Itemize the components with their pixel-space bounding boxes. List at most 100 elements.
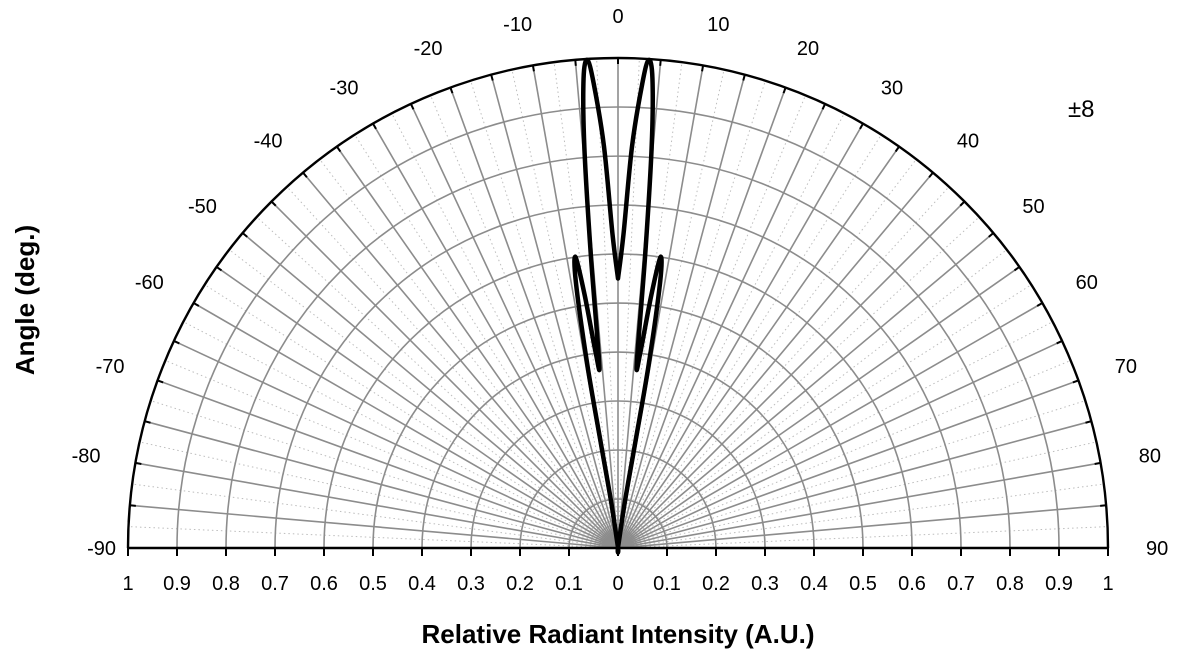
radial-ring-gridline — [323, 253, 913, 549]
radial-tick-label: 0.4 — [408, 573, 436, 595]
radial-tick-label: 0.5 — [359, 573, 387, 595]
angle-tick-label: 80 — [1139, 446, 1161, 468]
outer-tick-mark — [241, 232, 248, 238]
angle-tick-label: 10 — [707, 14, 729, 36]
angle-tick-label: -30 — [330, 77, 359, 99]
radial-tick-label: 0.8 — [996, 573, 1024, 595]
minor-radial-gridline — [617, 113, 845, 549]
minor-radial-gridline — [596, 58, 619, 549]
outer-tick-mark — [821, 103, 826, 110]
outer-tick-mark — [1085, 420, 1092, 424]
radial-tick-label: 0.3 — [457, 573, 485, 595]
minor-radial-gridline — [204, 284, 619, 549]
radiation-pattern-line — [572, 57, 664, 555]
radial-ring-gridline — [274, 204, 962, 549]
outer-tick-mark — [1013, 266, 1020, 272]
minor-radial-gridline — [617, 216, 980, 549]
minor-radial-gridline — [128, 526, 619, 549]
outer-tick-mark — [959, 200, 966, 207]
minor-radial-gridline — [617, 80, 766, 549]
angle-tick-label: -20 — [414, 38, 443, 60]
radial-tick-label: 0.9 — [163, 573, 191, 595]
grid-layer — [128, 58, 1108, 549]
outer-tick-mark — [701, 65, 705, 72]
outer-tick-mark — [1056, 340, 1063, 345]
angle-tick-label: 40 — [957, 130, 979, 152]
outer-tick-mark — [410, 103, 415, 110]
outer-tick-mark — [742, 74, 746, 81]
outer-tick-mark — [157, 379, 164, 384]
minor-radial-gridline — [617, 69, 725, 549]
radial-tick-label: 1 — [1102, 573, 1113, 595]
minor-radial-gridline — [617, 58, 640, 549]
outer-tick-mark — [928, 171, 934, 178]
radial-tick-label: 0.5 — [849, 573, 877, 595]
outer-tick-mark — [336, 146, 342, 153]
angle-tick-label: 60 — [1076, 272, 1098, 294]
outer-tick-mark — [782, 87, 787, 94]
radial-tick-label: 0.2 — [702, 573, 730, 595]
radial-tick-label: 0.8 — [212, 573, 240, 595]
outer-tick-mark — [859, 123, 864, 130]
outer-tick-mark — [988, 232, 995, 238]
angle-tick-label: 0 — [612, 6, 623, 28]
outer-tick-mark — [490, 74, 494, 81]
minor-radial-gridline — [617, 95, 806, 549]
outer-tick-mark — [659, 59, 662, 66]
outer-tick-mark — [894, 146, 900, 153]
outer-tick-mark — [135, 461, 142, 465]
radial-tick-label: 0.9 — [1045, 573, 1073, 595]
radial-tick-label: 0.4 — [800, 573, 828, 595]
radial-tick-label: 0.7 — [947, 573, 975, 595]
radial-tick-label: 0.6 — [898, 573, 926, 595]
radial-tick-label: 0.1 — [653, 573, 681, 595]
minor-radial-gridline — [617, 321, 1053, 549]
radial-tick-label: 1 — [122, 573, 133, 595]
minor-radial-gridline — [139, 441, 619, 549]
outer-tick-mark — [372, 123, 377, 130]
minor-radial-gridline — [617, 441, 1097, 549]
angle-tick-label: -90 — [87, 538, 116, 560]
radial-ring-gridline — [421, 351, 815, 549]
outer-tick-mark — [302, 171, 308, 178]
minor-radial-gridline — [617, 284, 1032, 549]
outer-tick-mark — [173, 340, 180, 345]
minor-radial-gridline — [470, 80, 619, 549]
radial-tick-label: 0.3 — [751, 573, 779, 595]
outer-tick-mark — [129, 504, 136, 507]
minor-radial-gridline — [256, 216, 619, 549]
angle-tick-label: 20 — [797, 38, 819, 60]
radial-ring-gridline — [470, 400, 766, 549]
angle-tick-label: 90 — [1146, 538, 1168, 560]
minor-radial-gridline — [511, 69, 619, 549]
angle-tick-label: 70 — [1115, 356, 1137, 378]
radial-tick-label: 0.1 — [555, 573, 583, 595]
minor-radial-gridline — [183, 321, 619, 549]
angle-tick-label: -50 — [188, 196, 217, 218]
outer-tick-mark — [270, 200, 277, 207]
angle-tick-label: -80 — [72, 446, 101, 468]
outer-tick-mark — [574, 59, 577, 66]
radial-ring-gridline — [176, 106, 1060, 549]
angle-tick-label: -70 — [96, 356, 125, 378]
minor-radial-gridline — [617, 249, 1008, 549]
radial-tick-label: 0.2 — [506, 573, 534, 595]
beam-angle-annotation: ±8 — [1068, 96, 1095, 123]
outer-tick-mark — [531, 65, 535, 72]
radial-ring-gridline — [372, 302, 864, 549]
outer-tick-mark — [1036, 302, 1043, 307]
angle-tick-label: -60 — [135, 272, 164, 294]
outer-tick-mark — [193, 302, 200, 307]
angle-tick-label: 50 — [1022, 196, 1044, 218]
minor-radial-gridline — [617, 186, 950, 549]
radial-ring-gridline — [225, 155, 1011, 549]
radial-ring-gridline — [568, 498, 668, 549]
minor-radial-gridline — [150, 400, 619, 549]
radial-tick-label: 0 — [612, 573, 623, 595]
outer-tick-mark — [449, 87, 454, 94]
angle-tick-label: -10 — [503, 14, 532, 36]
y-axis-title: Angle (deg.) — [10, 225, 40, 375]
minor-radial-gridline — [319, 158, 619, 549]
outer-tick-mark — [144, 420, 151, 424]
minor-radial-gridline — [617, 400, 1086, 549]
